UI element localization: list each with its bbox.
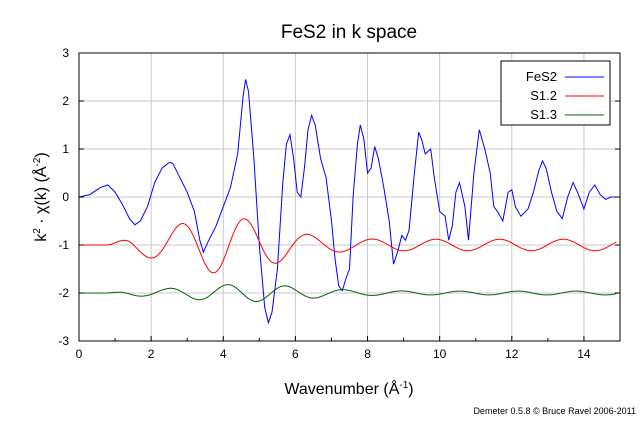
x-tick-label: 8 xyxy=(364,347,371,361)
legend: FeS2 S1.2 S1.3 xyxy=(500,60,611,126)
legend-label: S1.3 xyxy=(530,107,557,122)
x-tick-label: 2 xyxy=(148,347,155,361)
series-line-s1-3 xyxy=(79,284,617,302)
x-tick-label: 10 xyxy=(433,347,447,361)
chart-title: FeS2 in k space xyxy=(281,22,417,43)
x-axis-label: Wavenumber (Å-1) xyxy=(284,379,413,398)
y-tick-label: -1 xyxy=(58,238,69,252)
x-tick-label: 0 xyxy=(76,347,83,361)
x-tick-label: 6 xyxy=(292,347,299,361)
y-tick-label: 1 xyxy=(62,142,69,156)
footer-credit: Demeter 0.5.8 © Bruce Ravel 2006-2011 xyxy=(473,406,636,416)
series-layer xyxy=(78,79,617,325)
y-axis-label: k2 · χ(k) (Å-2) xyxy=(31,152,50,242)
x-tick-label: 14 xyxy=(577,347,591,361)
legend-label: S1.2 xyxy=(530,88,557,103)
series-line-s1-2 xyxy=(79,218,617,274)
x-tick-label: 12 xyxy=(505,347,519,361)
y-tick-label: 2 xyxy=(62,94,69,108)
legend-box xyxy=(500,60,611,126)
legend-label: FeS2 xyxy=(526,69,557,84)
y-tick-label: 3 xyxy=(62,46,69,60)
y-tick-label: -3 xyxy=(58,334,69,348)
series-line-fes2 xyxy=(78,79,617,325)
x-tick-label: 4 xyxy=(220,347,227,361)
y-tick-label: -2 xyxy=(58,286,69,300)
y-tick-label: 0 xyxy=(62,190,69,204)
